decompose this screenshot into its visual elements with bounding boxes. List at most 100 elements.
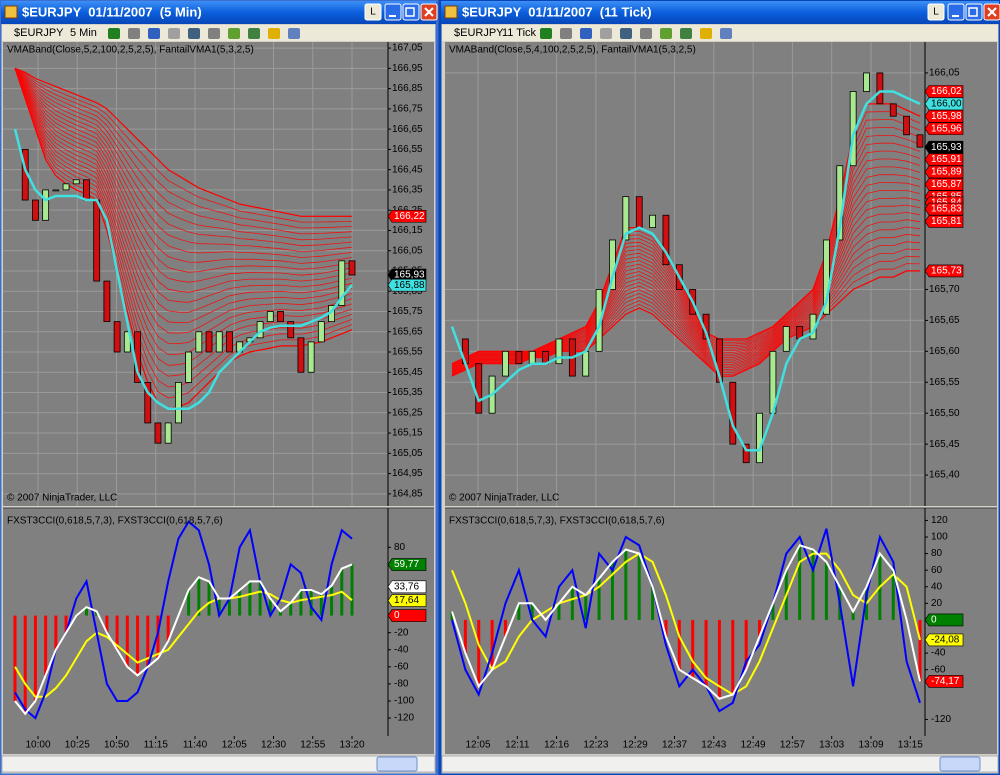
price-marker-label: 165,96: [931, 123, 962, 134]
toolbar-icon[interactable]: [640, 28, 652, 39]
candle: [195, 331, 203, 353]
x-tick-label: 12:05: [222, 740, 247, 751]
candle: [555, 338, 563, 365]
maximize-glyph: [968, 7, 978, 17]
scroll-thumb[interactable]: [939, 756, 981, 772]
toolbar-icon[interactable]: [208, 28, 220, 39]
interval-selector[interactable]: 11 Tick: [502, 27, 537, 39]
toolbar-icon[interactable]: [108, 28, 120, 39]
candle: [52, 189, 60, 192]
toolbar-icon[interactable]: [660, 28, 672, 39]
toolbar-icon[interactable]: [620, 28, 632, 39]
histogram-bar: [309, 589, 313, 616]
scrollbar[interactable]: [1, 755, 436, 773]
candle: [277, 311, 284, 323]
histogram-bar: [227, 598, 231, 616]
y-tick-label: 80: [931, 548, 943, 559]
y-tick-label: 166,35: [392, 185, 423, 196]
toolbar-icon[interactable]: [128, 28, 140, 39]
indicator-label: VMABand(Close,5,2,100,2,5,2,5), FantailV…: [7, 45, 254, 56]
price-marker: [924, 633, 964, 647]
toolbar-icon[interactable]: [600, 28, 612, 39]
histogram-bar: [217, 598, 221, 616]
y-tick-label: 165,45: [929, 439, 960, 450]
minimize-button[interactable]: [384, 3, 402, 21]
candle: [662, 214, 670, 266]
close-glyph: [424, 7, 434, 17]
band-fan-line: [14, 68, 353, 247]
lock-button[interactable]: [927, 3, 945, 21]
toolbar-icon[interactable]: [540, 28, 552, 39]
osc-label: FXST3CCI(0,618,5,7,3), FXST3CCI(0,618,5,…: [7, 516, 223, 527]
price-marker: [387, 609, 427, 622]
lock-button[interactable]: [364, 3, 382, 21]
candle: [528, 350, 536, 365]
histogram-bar: [268, 598, 272, 616]
toolbar-icon[interactable]: [680, 28, 692, 39]
histogram-bar: [570, 586, 574, 620]
lock-label: L: [370, 7, 376, 18]
toolbar-icon[interactable]: [168, 28, 180, 39]
toolbar-icon[interactable]: [228, 28, 240, 39]
y-tick-label: 166,75: [392, 104, 423, 115]
band-fan-line: [14, 68, 353, 273]
histogram-bar: [187, 589, 191, 616]
toolbar-icon[interactable]: [148, 28, 160, 39]
candle: [174, 382, 182, 424]
price-panel: [445, 42, 997, 506]
candle: [338, 260, 346, 306]
indicator-label: VMABand(Close,5,4,100,2,5,2,5), FantailV…: [449, 45, 696, 56]
price-marker: [924, 613, 964, 627]
title-bar: [441, 1, 999, 24]
symbol-selector[interactable]: $EURJPY: [14, 27, 64, 39]
band-fan-line: [14, 68, 353, 345]
y-tick-label: 167,05: [392, 43, 423, 54]
symbol-selector[interactable]: $EURJPY: [454, 27, 504, 39]
y-tick-label: 166,95: [392, 63, 423, 74]
candle: [889, 103, 897, 117]
minimize-button[interactable]: [947, 3, 965, 21]
x-tick-label: 12:43: [701, 740, 726, 751]
toolbar-icon[interactable]: [700, 28, 712, 39]
toolbar-icon[interactable]: [268, 28, 280, 39]
price-marker-label: 165,93: [394, 270, 425, 281]
band-fan-line: [14, 68, 353, 377]
price-marker: [924, 140, 964, 154]
candle: [649, 214, 656, 229]
toolbar-icon[interactable]: [188, 28, 200, 39]
interval-selector[interactable]: 5 Min: [70, 27, 97, 39]
toolbar-icon[interactable]: [288, 28, 300, 39]
histogram-bar: [299, 589, 303, 616]
histogram-bar: [717, 619, 721, 699]
blue-line: [451, 528, 921, 713]
candle: [823, 239, 830, 315]
band-fan-line: [14, 68, 353, 258]
toolbar-icon[interactable]: [720, 28, 732, 39]
histogram-bar: [450, 611, 454, 620]
price-marker: [387, 209, 427, 223]
price-marker-label: 0: [394, 610, 400, 621]
price-marker: [387, 594, 427, 607]
candle: [502, 350, 509, 377]
price-marker: [387, 580, 427, 594]
histogram-bar: [105, 615, 109, 633]
scrollbar[interactable]: [441, 755, 999, 773]
toolbar-icon[interactable]: [560, 28, 572, 39]
price-marker-label: 165,87: [931, 179, 962, 190]
time-axis: [445, 736, 997, 754]
toolbar-icon[interactable]: [248, 28, 260, 39]
histogram-bar: [146, 615, 150, 667]
candle: [348, 260, 356, 276]
window-title: $EURJPY 01/11/2007 (11 Tick): [462, 4, 652, 19]
toolbar-icon[interactable]: [580, 28, 592, 39]
y-tick-label: 120: [931, 515, 948, 526]
white-line: [14, 563, 353, 716]
histogram-bar: [691, 619, 695, 678]
band-lower: [14, 68, 353, 410]
scroll-thumb[interactable]: [376, 756, 418, 772]
histogram-bar: [798, 545, 802, 620]
x-tick-label: 12:23: [583, 740, 608, 751]
y-tick-label: 165,40: [929, 470, 960, 481]
candle: [716, 338, 723, 383]
candle: [103, 280, 111, 323]
